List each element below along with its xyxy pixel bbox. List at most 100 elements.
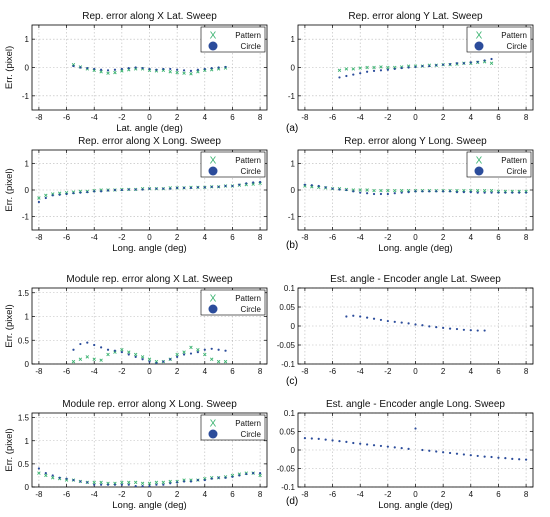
point-circle — [435, 64, 438, 67]
point-pattern — [393, 188, 397, 193]
point-circle — [331, 187, 334, 190]
point-circle — [448, 190, 452, 193]
point-circle — [407, 322, 410, 325]
point-circle — [210, 477, 213, 480]
x-tick-label: 6 — [496, 113, 501, 122]
point-pattern — [133, 480, 138, 485]
point-pattern — [182, 350, 186, 354]
point-circle — [379, 192, 383, 196]
point-circle — [182, 480, 186, 483]
point-circle — [238, 183, 241, 186]
x-tick-label: -4 — [357, 490, 365, 499]
point-circle — [414, 427, 417, 430]
point-pattern — [99, 480, 103, 485]
x-tick-label: -2 — [384, 367, 392, 376]
point-circle — [196, 351, 199, 354]
y-tick-label: 1 — [25, 35, 30, 44]
point-circle — [196, 68, 199, 71]
point-circle — [93, 190, 96, 193]
point-pattern — [106, 71, 110, 75]
point-pattern — [161, 480, 166, 485]
point-circle — [155, 187, 158, 190]
x-tick-label: 8 — [524, 233, 529, 242]
point-circle — [169, 187, 172, 190]
x-tick-label: 0 — [147, 113, 152, 122]
point-circle — [141, 188, 144, 191]
point-pattern — [182, 71, 186, 75]
point-circle — [44, 472, 47, 475]
x-tick-label: 4 — [469, 367, 474, 376]
panel-label-d: (d) — [286, 496, 298, 507]
x-tick-label: -2 — [118, 367, 126, 376]
point-circle — [217, 476, 220, 479]
point-circle — [504, 457, 507, 460]
point-circle — [231, 475, 234, 478]
point-circle — [189, 480, 193, 483]
point-circle — [393, 67, 396, 71]
point-circle — [162, 187, 165, 190]
y-tick-label: 1 — [291, 35, 296, 44]
point-circle — [345, 315, 348, 318]
point-pattern — [168, 70, 172, 74]
point-circle — [483, 329, 486, 332]
point-circle — [141, 66, 144, 70]
legend-marker-circle — [208, 166, 218, 176]
point-pattern — [344, 67, 349, 71]
point-pattern — [44, 193, 48, 198]
point-pattern — [337, 68, 342, 73]
point-pattern — [209, 68, 214, 72]
point-circle — [386, 445, 389, 448]
point-circle — [120, 188, 123, 192]
point-circle — [217, 185, 220, 188]
legend-label: Pattern — [235, 31, 261, 40]
x-tick-label: -4 — [91, 367, 99, 376]
x-tick-label: -8 — [35, 367, 43, 376]
point-circle — [435, 326, 438, 329]
point-circle — [497, 191, 500, 194]
point-circle — [51, 194, 54, 197]
point-pattern — [37, 196, 41, 200]
point-circle — [497, 456, 500, 459]
point-pattern — [168, 479, 172, 484]
x-tick-label: -8 — [35, 113, 43, 122]
x-tick-label: -8 — [35, 233, 43, 242]
point-circle — [106, 69, 110, 72]
x-tick-label: -2 — [118, 233, 126, 242]
legend-label: Circle — [241, 430, 262, 439]
point-circle — [462, 191, 465, 194]
point-circle — [462, 328, 465, 331]
point-circle — [386, 68, 389, 71]
point-circle — [100, 190, 103, 193]
x-tick-label: 4 — [469, 233, 474, 242]
point-circle — [386, 192, 389, 196]
point-circle — [469, 61, 472, 64]
point-circle — [86, 66, 89, 70]
chart-title: Module rep. error along X Lat. Sweep — [66, 274, 233, 285]
point-circle — [79, 342, 82, 346]
y-axis-label: Err. (pixel) — [4, 304, 15, 347]
x-tick-label: -6 — [329, 367, 337, 376]
point-circle — [455, 327, 459, 331]
x-tick-label: -6 — [63, 367, 71, 376]
x-tick-label: 2 — [175, 490, 180, 499]
x-tick-label: -2 — [384, 113, 392, 122]
point-circle — [100, 483, 103, 486]
x-tick-label: -6 — [63, 233, 71, 242]
point-circle — [442, 451, 445, 454]
x-tick-label: -2 — [384, 490, 392, 499]
point-pattern — [196, 348, 200, 352]
x-tick-label: 0 — [413, 367, 418, 376]
point-circle — [141, 484, 144, 488]
x-tick-label: 8 — [524, 490, 529, 499]
x-tick-label: 6 — [496, 367, 501, 376]
point-circle — [338, 188, 341, 191]
point-pattern — [127, 480, 131, 485]
x-tick-label: 4 — [469, 113, 474, 122]
point-circle — [169, 482, 172, 485]
y-tick-label: 0.5 — [18, 336, 30, 345]
x-tick-label: -8 — [301, 113, 309, 122]
point-pattern — [147, 481, 152, 486]
point-circle — [72, 348, 75, 351]
panel-label-a: (a) — [286, 123, 298, 134]
x-tick-label: 8 — [258, 113, 263, 122]
